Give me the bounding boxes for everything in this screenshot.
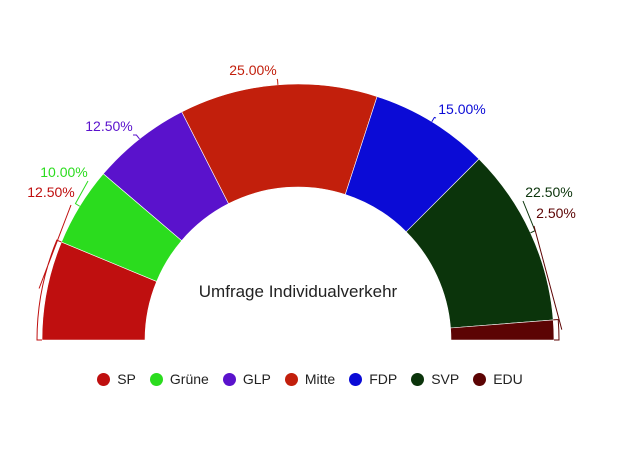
value-label-svp: 22.50% xyxy=(525,184,572,200)
value-label-edu: 2.50% xyxy=(536,205,576,221)
leader-line-gr-ne xyxy=(74,180,89,207)
value-label-sp: 12.50% xyxy=(27,184,74,200)
value-label-gr-ne: 10.00% xyxy=(40,164,87,180)
legend-item-edu[interactable]: EDU xyxy=(473,371,523,387)
legend-item-mitte[interactable]: Mitte xyxy=(284,371,336,387)
value-label-fdp: 15.00% xyxy=(438,101,485,117)
legend-item-gr-ne[interactable]: Grüne xyxy=(149,371,209,387)
leader-lines-group xyxy=(36,78,563,341)
leader-line-sp xyxy=(36,204,72,341)
legend-item-sp[interactable]: SP xyxy=(97,371,136,387)
leader-line-mitte xyxy=(276,78,279,85)
legend-dot-icon xyxy=(411,372,425,386)
value-label-mitte: 25.00% xyxy=(229,62,276,78)
leader-line-glp xyxy=(132,134,140,140)
legend: SP Grüne GLP Mitte FDP SVP EDU xyxy=(0,371,620,387)
slices-group xyxy=(41,83,555,341)
legend-item-glp[interactable]: GLP xyxy=(222,371,271,387)
value-labels-group: 12.50% 10.00% 12.50% 25.00% 15.00% 22.50% 2.50… xyxy=(27,62,576,221)
legend-item-svp[interactable]: SVP xyxy=(411,371,459,387)
legend-label: EDU xyxy=(493,371,523,387)
legend-dot-icon xyxy=(284,372,298,386)
legend-label: Grüne xyxy=(169,371,209,387)
legend-label: SP xyxy=(117,371,136,387)
value-label-glp: 12.50% xyxy=(85,118,132,134)
legend-dot-icon xyxy=(149,372,163,386)
legend-label: SVP xyxy=(431,371,460,387)
leader-line-fdp xyxy=(431,116,437,122)
legend-dot-icon xyxy=(222,372,236,386)
legend-label: FDP xyxy=(369,371,398,387)
legend-dot-icon xyxy=(97,372,111,386)
legend-dot-icon xyxy=(349,372,363,386)
leader-line-edu xyxy=(533,225,563,341)
legend-label: GLP xyxy=(242,371,271,387)
chart-title: Umfrage Individualverkehr xyxy=(199,282,398,301)
legend-label: Mitte xyxy=(304,371,336,387)
slice-edu[interactable] xyxy=(450,319,555,341)
legend-item-fdp[interactable]: FDP xyxy=(349,371,397,387)
legend-dot-icon xyxy=(473,372,487,386)
